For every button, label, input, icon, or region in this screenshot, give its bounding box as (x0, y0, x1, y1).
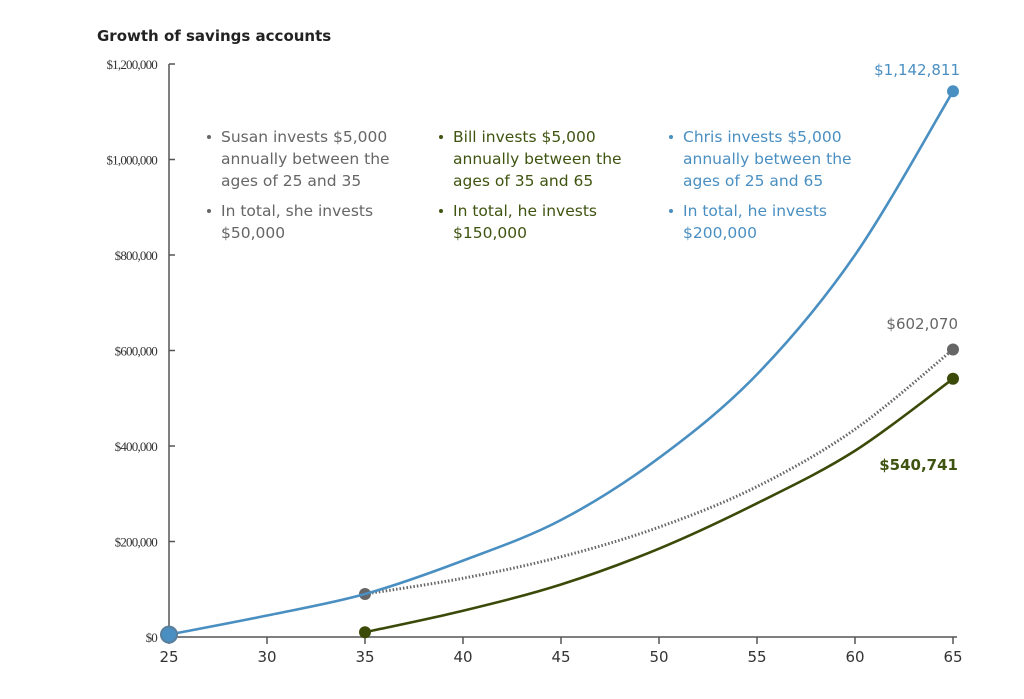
annotation-line: annually between the (683, 150, 852, 168)
y-tick-label: $200,000 (115, 535, 158, 550)
annotation-line: annually between the (221, 150, 390, 168)
x-tick-label: 50 (649, 648, 668, 666)
end-label-chris: $1,142,811 (874, 61, 960, 79)
series-susan: $602,070 (359, 315, 959, 601)
bullet-icon (439, 135, 443, 139)
x-tick-label: 35 (355, 648, 374, 666)
series-lines: $602,070 $540,741 $1,142,811 (160, 61, 960, 644)
x-tick-label: 60 (845, 648, 864, 666)
y-tick-label: $0 (146, 630, 158, 645)
annotation-line: $150,000 (453, 224, 527, 242)
annotation-line: In total, she invests (221, 202, 373, 220)
bullet-icon (439, 209, 443, 213)
y-tick-label: $1,000,000 (106, 153, 157, 168)
annotation-line: $50,000 (221, 224, 285, 242)
y-tick-label: $800,000 (115, 248, 158, 263)
series-line-bill (364, 377, 954, 634)
annotation-line: annually between the (453, 150, 622, 168)
bullet-icon (669, 209, 673, 213)
x-tick-label: 25 (159, 648, 178, 666)
x-tick-label: 45 (551, 648, 570, 666)
annotation-line: ages of 25 and 65 (683, 172, 823, 190)
y-tick-label: $400,000 (115, 439, 158, 454)
end-label-bill: $540,741 (879, 456, 958, 474)
chart-title: Growth of savings accounts (97, 27, 331, 45)
series-line-susan (364, 348, 954, 596)
annotation-line: Bill invests $5,000 (453, 128, 596, 146)
annotation-bill: Bill invests $5,000 annually between the a… (439, 128, 622, 242)
annotation-chris: Chris invests $5,000 annually between the… (669, 128, 852, 242)
series-bill: $540,741 (359, 372, 959, 639)
y-tick-label: $600,000 (115, 344, 158, 359)
annotation-line: ages of 35 and 65 (453, 172, 593, 190)
annotation-line: Susan invests $5,000 (221, 128, 387, 146)
annotation-line: In total, he invests (683, 202, 827, 220)
annotation-line: Chris invests $5,000 (683, 128, 842, 146)
end-point-susan (947, 343, 959, 356)
annotation-line: In total, he invests (453, 202, 597, 220)
x-tick-label: 30 (257, 648, 276, 666)
axes: $0 $200,000 $400,000 $600,000 $800,000 $1,000… (106, 57, 962, 666)
bullet-icon (207, 209, 211, 213)
series-chris: $1,142,811 (160, 61, 960, 644)
x-tick-label: 65 (943, 648, 962, 666)
annotation-line: ages of 25 and 35 (221, 172, 361, 190)
start-point-chris (160, 625, 178, 644)
bullet-icon (207, 135, 211, 139)
bullet-icon (669, 135, 673, 139)
annotation-susan: Susan invests $5,000 annually between the… (207, 128, 390, 242)
y-tick-label: $1,200,000 (106, 57, 157, 72)
x-tick-label: 40 (453, 648, 472, 666)
annotation-line: $200,000 (683, 224, 757, 242)
start-point-bill (359, 626, 371, 639)
x-tick-label: 55 (747, 648, 766, 666)
end-point-chris (947, 85, 959, 98)
end-label-susan: $602,070 (886, 315, 958, 333)
end-point-bill (947, 372, 959, 385)
series-line-chris (168, 90, 955, 636)
annotations: Susan invests $5,000 annually between the… (207, 128, 852, 242)
